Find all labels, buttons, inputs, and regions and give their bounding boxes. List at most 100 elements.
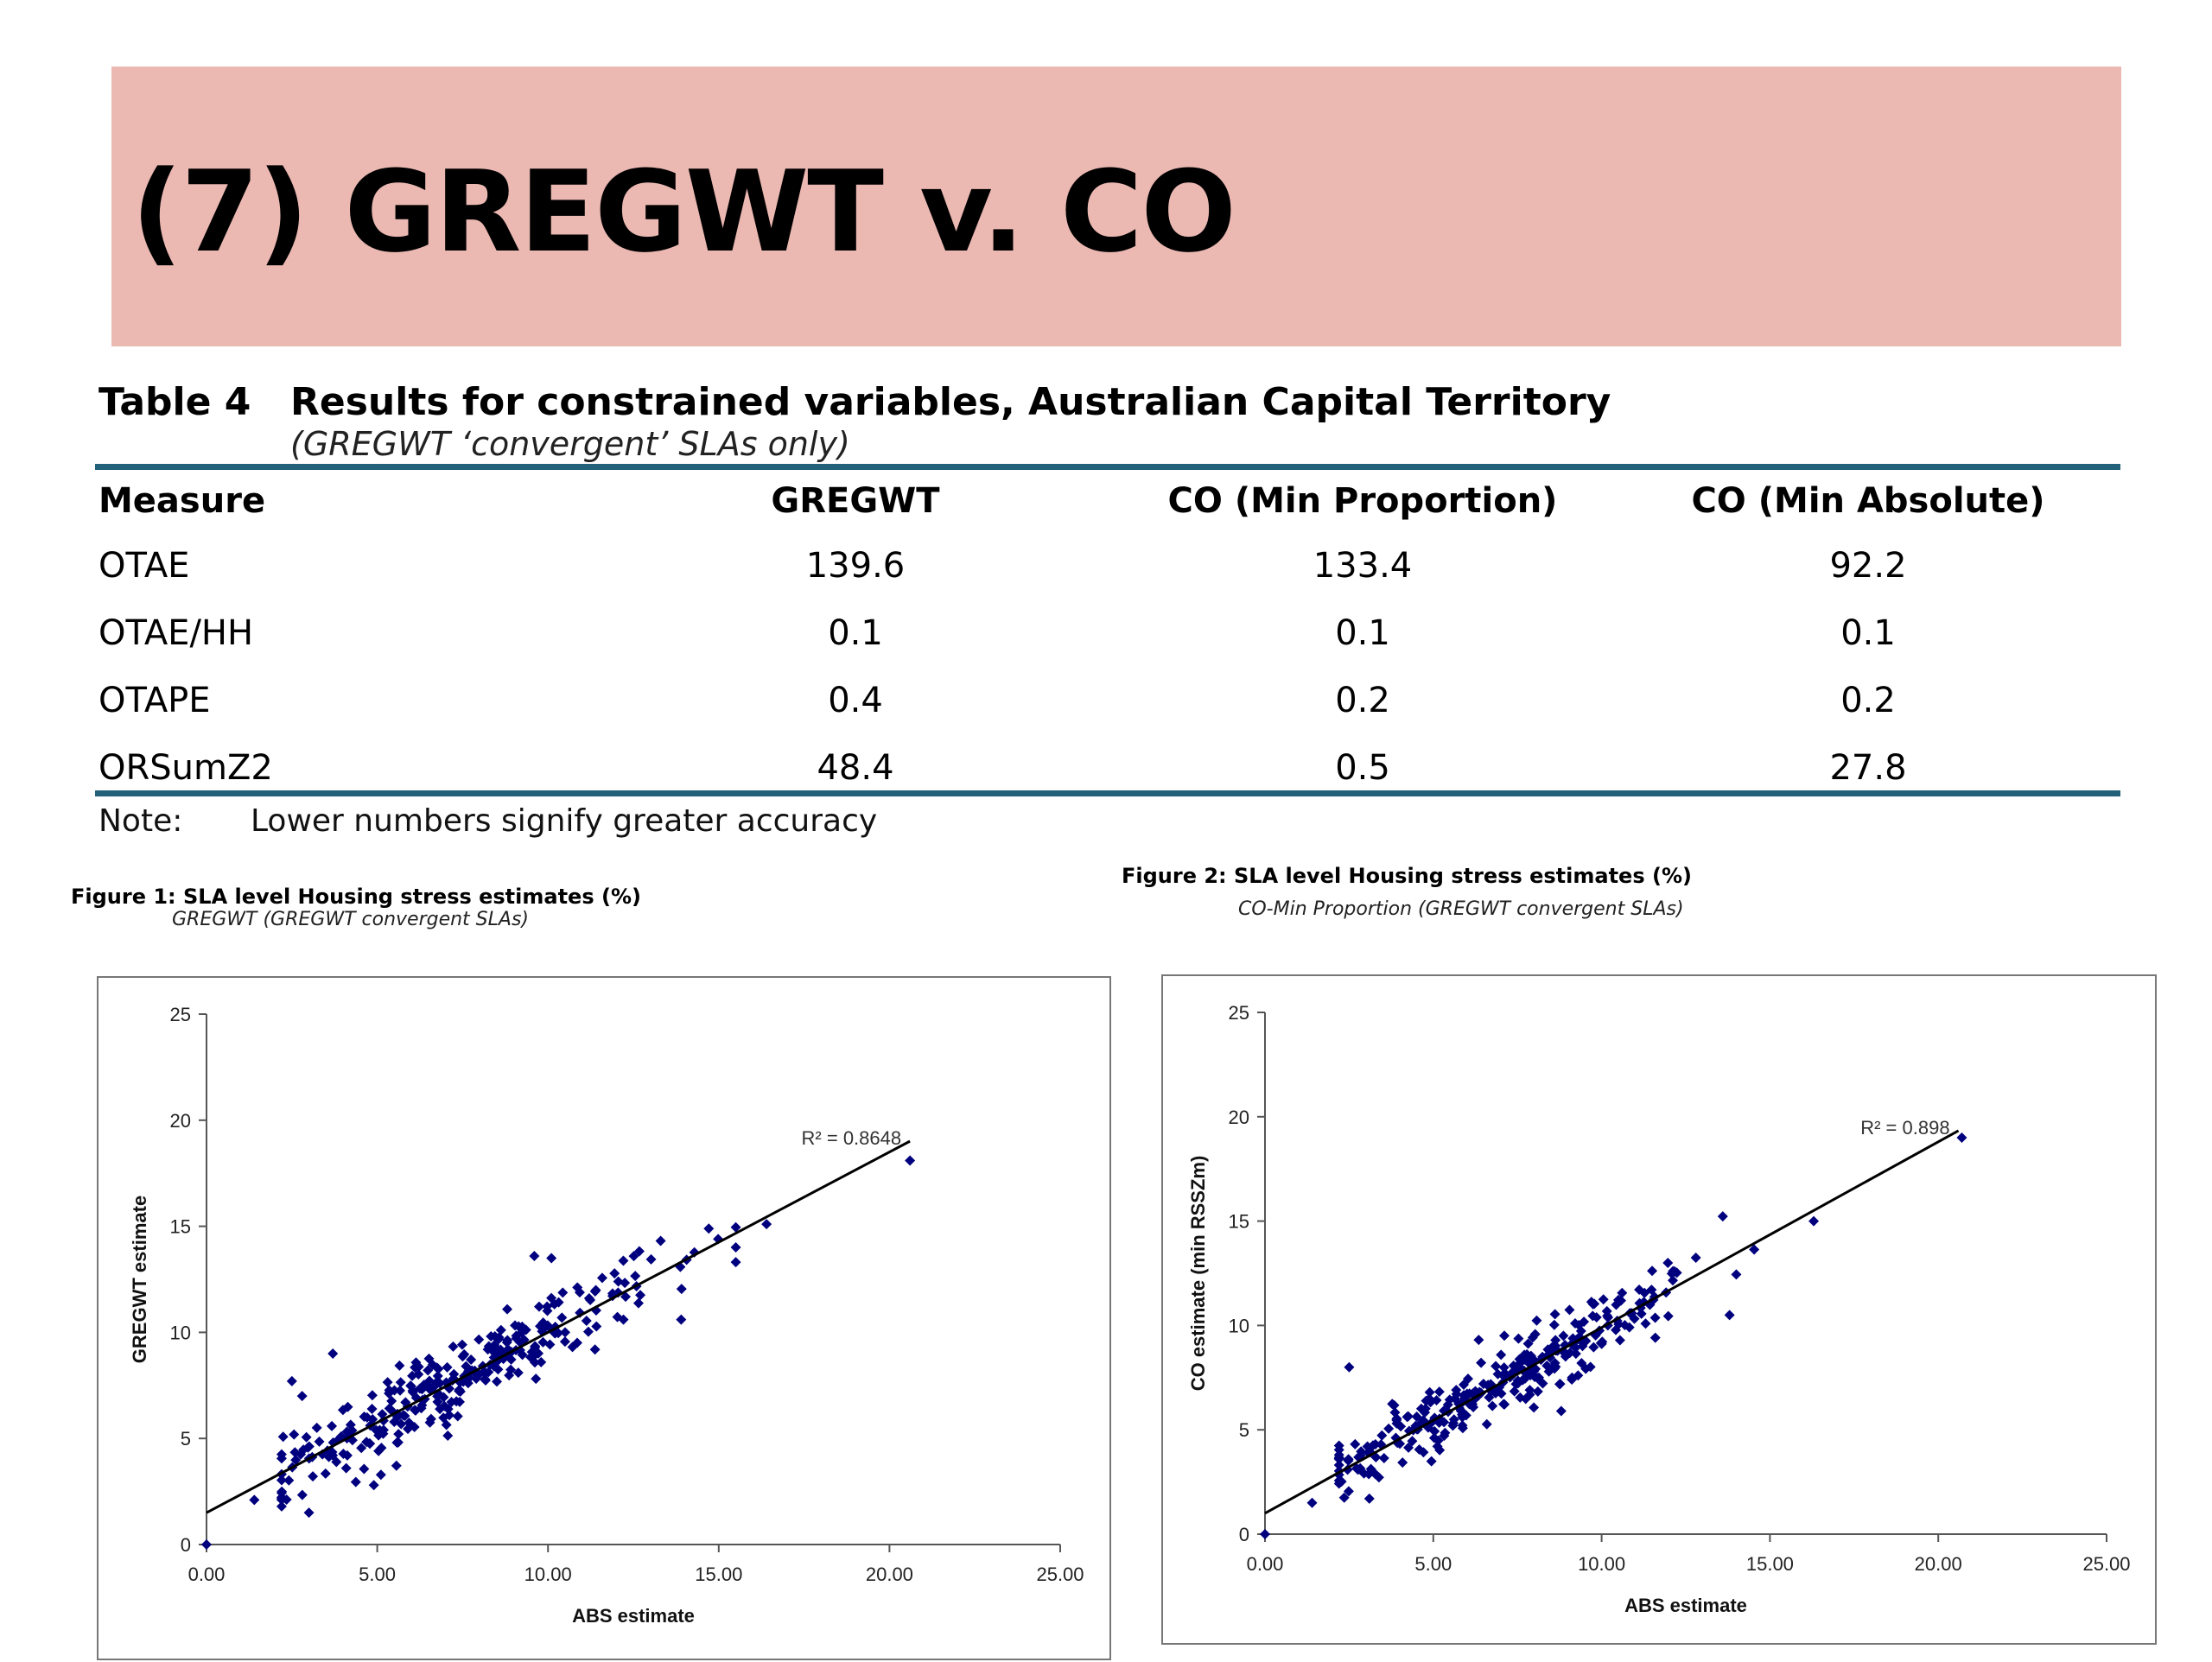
data-point bbox=[413, 1368, 424, 1380]
data-point bbox=[676, 1314, 687, 1325]
data-point bbox=[1429, 1425, 1440, 1437]
y-tick-label: 25 bbox=[1229, 1002, 1249, 1024]
data-point bbox=[596, 1272, 607, 1284]
data-point bbox=[1390, 1432, 1402, 1443]
data-point bbox=[1403, 1442, 1414, 1453]
data-point bbox=[276, 1500, 287, 1512]
data-point bbox=[1515, 1392, 1526, 1403]
cell-co-min-absolute: 92.2 bbox=[1829, 546, 1907, 586]
data-point bbox=[429, 1381, 440, 1392]
table-row: OTAE/HH 0.1 0.1 0.1 bbox=[95, 603, 2120, 663]
data-point bbox=[366, 1390, 378, 1401]
data-point bbox=[448, 1368, 460, 1380]
data-point bbox=[482, 1344, 493, 1355]
data-point bbox=[359, 1411, 370, 1423]
header-gregwt: GREGWT bbox=[771, 481, 940, 521]
data-point bbox=[454, 1386, 465, 1397]
data-point bbox=[1355, 1449, 1366, 1461]
data-point bbox=[1550, 1335, 1561, 1346]
header-measure: Measure bbox=[99, 481, 266, 521]
data-point bbox=[632, 1297, 644, 1309]
data-point bbox=[1457, 1420, 1468, 1431]
data-point bbox=[1534, 1372, 1545, 1383]
y-tick-label: 10 bbox=[1229, 1315, 1249, 1336]
data-point bbox=[1649, 1332, 1661, 1343]
data-point bbox=[589, 1344, 601, 1355]
data-point bbox=[1668, 1266, 1679, 1277]
data-point bbox=[1338, 1492, 1350, 1503]
x-tick-label: 15.00 bbox=[1746, 1553, 1794, 1575]
data-point bbox=[1513, 1333, 1524, 1344]
cell-co-min-absolute: 27.8 bbox=[1829, 748, 1907, 788]
data-point bbox=[1731, 1269, 1742, 1280]
data-point bbox=[572, 1282, 583, 1293]
data-point bbox=[1336, 1476, 1347, 1488]
data-point bbox=[1579, 1316, 1590, 1328]
y-tick-label: 15 bbox=[1229, 1211, 1249, 1233]
data-point bbox=[531, 1373, 542, 1385]
header-co-min-proportion: CO (Min Proportion) bbox=[1167, 481, 1558, 521]
y-tick-label: 20 bbox=[170, 1110, 191, 1132]
data-point bbox=[277, 1431, 289, 1443]
data-point bbox=[394, 1385, 405, 1396]
data-point bbox=[1558, 1330, 1569, 1342]
data-point bbox=[1433, 1435, 1444, 1446]
data-point bbox=[581, 1316, 592, 1327]
data-point bbox=[1418, 1447, 1429, 1458]
data-point bbox=[1424, 1393, 1435, 1405]
data-point bbox=[461, 1361, 472, 1372]
note-label: Note: bbox=[99, 803, 183, 839]
data-point bbox=[1647, 1266, 1658, 1277]
data-point bbox=[1512, 1375, 1523, 1386]
y-tick-label: 10 bbox=[170, 1322, 191, 1343]
data-point bbox=[1490, 1387, 1501, 1399]
table-row: OTAPE 0.4 0.2 0.2 bbox=[95, 670, 2120, 731]
data-point bbox=[373, 1445, 385, 1456]
data-point bbox=[1586, 1297, 1597, 1308]
data-point bbox=[327, 1420, 338, 1431]
cell-measure: OTAPE bbox=[99, 681, 211, 720]
y-tick-label: 20 bbox=[1229, 1107, 1249, 1128]
data-point bbox=[529, 1250, 540, 1261]
cell-co-min-proportion: 0.1 bbox=[1335, 613, 1390, 653]
data-point bbox=[557, 1287, 569, 1298]
x-tick-label: 0.00 bbox=[1247, 1553, 1284, 1575]
data-point bbox=[1498, 1399, 1510, 1410]
data-point bbox=[425, 1413, 436, 1424]
data-point bbox=[582, 1326, 594, 1337]
data-point bbox=[375, 1469, 386, 1481]
data-point bbox=[502, 1304, 513, 1315]
note-text: Lower numbers signify greater accuracy bbox=[251, 803, 878, 839]
data-point bbox=[296, 1449, 307, 1460]
data-point bbox=[432, 1370, 443, 1381]
data-point bbox=[1576, 1357, 1587, 1368]
data-point bbox=[530, 1357, 541, 1368]
data-point bbox=[1378, 1452, 1389, 1463]
data-point bbox=[276, 1453, 287, 1464]
data-point bbox=[1662, 1310, 1674, 1322]
data-point bbox=[546, 1253, 557, 1264]
data-point bbox=[1555, 1405, 1567, 1417]
data-point bbox=[512, 1367, 524, 1379]
data-point bbox=[537, 1336, 549, 1348]
data-point bbox=[1542, 1344, 1554, 1355]
data-point bbox=[368, 1480, 379, 1491]
cell-co-min-proportion: 133.4 bbox=[1313, 546, 1413, 586]
data-point bbox=[1333, 1440, 1344, 1451]
data-point bbox=[620, 1278, 631, 1289]
data-point bbox=[290, 1455, 302, 1466]
data-point bbox=[1363, 1493, 1375, 1504]
data-point bbox=[1616, 1295, 1627, 1306]
table-number: Table 4 bbox=[99, 380, 251, 424]
data-point bbox=[533, 1301, 544, 1312]
data-point bbox=[1333, 1460, 1344, 1471]
table-top-rule bbox=[95, 464, 2120, 470]
cell-gregwt: 48.4 bbox=[817, 748, 894, 788]
data-point bbox=[1370, 1452, 1382, 1463]
data-point bbox=[423, 1353, 435, 1364]
data-point bbox=[1601, 1305, 1612, 1316]
cell-co-min-absolute: 0.2 bbox=[1840, 681, 1896, 720]
table-row: OTAE 139.6 133.4 92.2 bbox=[95, 536, 2120, 596]
data-point bbox=[495, 1324, 506, 1335]
data-point bbox=[314, 1436, 325, 1447]
